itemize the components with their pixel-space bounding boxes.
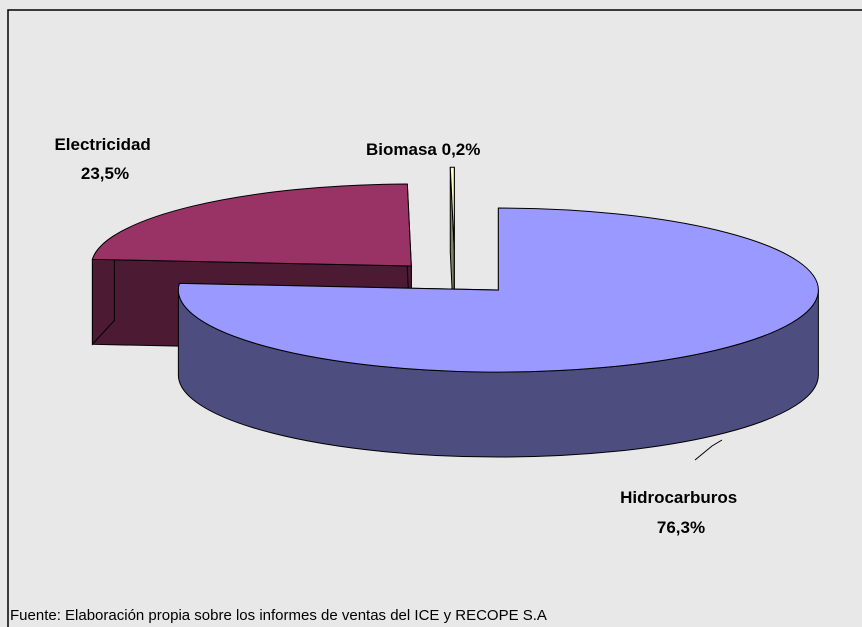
value-label: 76,3% [657,518,705,537]
category-label: Biomasa [366,140,437,159]
frame [7,9,862,627]
pie [91,166,819,458]
slice-label: Electricidad 23,5% [54,135,155,183]
source-note: Fuente: Elaboración propia sobre los inf… [10,607,547,624]
value-label: 0,2% [442,140,481,159]
value-label: 23,5% [81,164,129,183]
slice-label: Hidrocarburos 76,3% [620,488,742,537]
slice [91,183,412,267]
slice [449,166,455,250]
category-label: Hidrocarburos [620,488,737,507]
slice [177,207,819,373]
category-label: Electricidad [54,135,150,154]
leader-line [694,439,723,461]
slice-label: Biomasa 0,2% [366,140,480,159]
